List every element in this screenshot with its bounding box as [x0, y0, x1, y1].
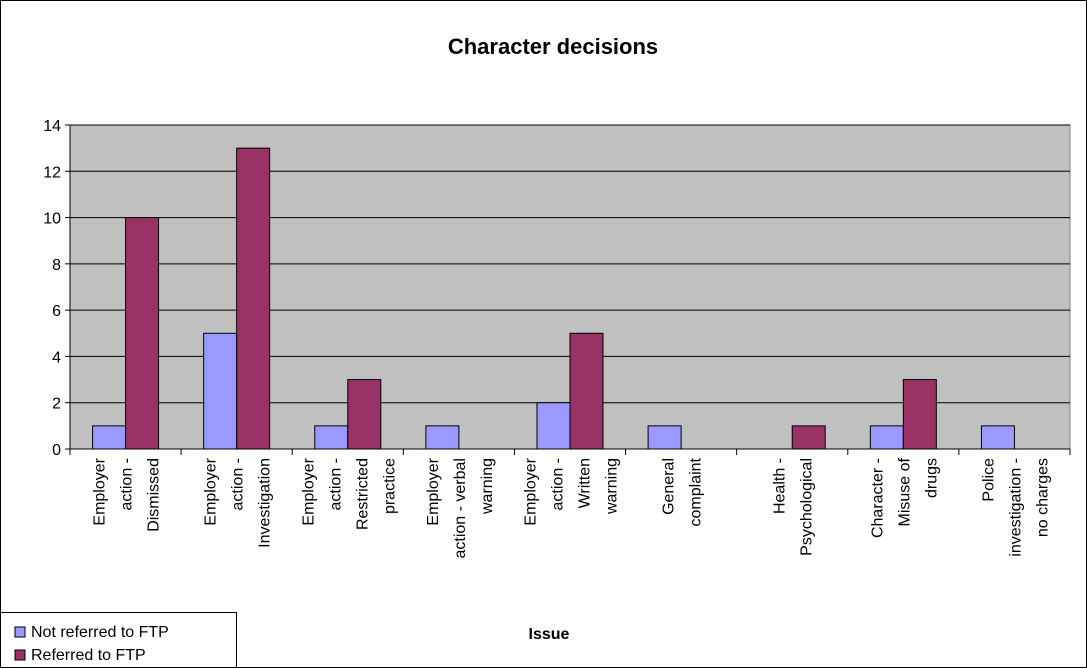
legend: Not referred to FTP Referred to FTP [0, 612, 237, 668]
x-tick-label: Employer action - verbal warning [425, 457, 496, 558]
bar-not-referred [980, 425, 1015, 450]
bar-not-referred [425, 425, 460, 450]
y-tick-label: 0 [52, 442, 61, 459]
x-tick-label-line: Employer [203, 457, 220, 525]
x-tick-label-line: action - [550, 458, 567, 510]
x-tick-label-line: Restricted [354, 458, 371, 530]
x-tick-label-line: action - [230, 458, 247, 510]
x-tick-label-line: Health - [772, 458, 789, 514]
x-tick-label: Health - Psychological [772, 458, 816, 556]
x-tick-label-line: no charges [1034, 458, 1051, 537]
x-tick-label: Character - Misuse of drugs [869, 457, 940, 538]
bar-not-referred [314, 425, 349, 450]
bars [92, 147, 1015, 450]
x-tick-label-line: Investigation [257, 458, 274, 548]
x-tick-label-line: investigation - [1007, 458, 1024, 557]
y-tick-label: 4 [52, 349, 61, 366]
bar-referred [902, 379, 937, 450]
y-tick-label: 14 [43, 118, 61, 135]
x-tick-label-line: practice [381, 458, 398, 514]
x-tick-label-line: action - verbal [452, 458, 469, 558]
x-tick-label-line: Police [980, 458, 997, 502]
x-tick-label-line: action - [119, 458, 136, 510]
x-tick-label-line: Misuse of [896, 457, 913, 526]
x-tick-label: Employer action - Dismissed [92, 457, 163, 531]
bar-not-referred [647, 425, 682, 450]
bar-not-referred [92, 425, 127, 450]
x-tick-label: Police investigation - no charges [980, 458, 1051, 557]
x-tick-label-line: drugs [923, 458, 940, 498]
bar-referred [791, 425, 826, 450]
x-axis-title: Issue [529, 626, 570, 643]
x-tick-label-line: Dismissed [146, 458, 163, 532]
bar-referred [569, 332, 604, 450]
chart-title: Character decisions [448, 34, 658, 59]
legend-box [0, 612, 237, 668]
x-tick-label: Employer action - Investigation [203, 457, 274, 548]
x-tick-label: Employer action - Restricted practice [300, 457, 398, 530]
x-tick-label-line: action - [327, 458, 344, 510]
x-tick-label-line: General [661, 458, 678, 515]
y-tick-label: 10 [43, 211, 61, 228]
x-tick-label-line: warning [604, 458, 621, 515]
bar-not-referred [536, 402, 571, 450]
bar-referred [347, 379, 382, 450]
y-tick-label: 8 [52, 257, 61, 274]
x-tick-label-line: Written [577, 458, 594, 508]
bar-not-referred [869, 425, 904, 450]
x-tick-label-line: Employer [300, 457, 317, 525]
x-tick-label-line: Employer [523, 457, 540, 525]
x-tick-label-line: Psychological [799, 458, 816, 556]
y-tick-label: 12 [43, 164, 61, 181]
x-tick-label-line: Character - [869, 458, 886, 538]
y-tick-label: 2 [52, 396, 61, 413]
legend-label-referred: Referred to FTP [31, 647, 146, 664]
bar-not-referred [203, 332, 238, 450]
x-tick-label-line: Employer [425, 457, 442, 525]
x-tick-label-line: complaint [688, 457, 705, 526]
y-tick-label: 6 [52, 303, 61, 320]
x-tick-label: Employer action - Written warning [523, 457, 621, 525]
legend-label-not-referred: Not referred to FTP [31, 624, 169, 641]
x-tick-label: General complaint [661, 457, 705, 526]
bar-referred [125, 217, 160, 450]
x-tick-label-line: Employer [92, 457, 109, 525]
category-labels: Employer action - Dismissed Employer action … [92, 457, 1052, 558]
bar-referred [236, 147, 271, 450]
x-tick-label-line: warning [479, 458, 496, 515]
legend-swatch-referred [14, 649, 26, 661]
legend-swatch-not-referred [14, 626, 26, 638]
